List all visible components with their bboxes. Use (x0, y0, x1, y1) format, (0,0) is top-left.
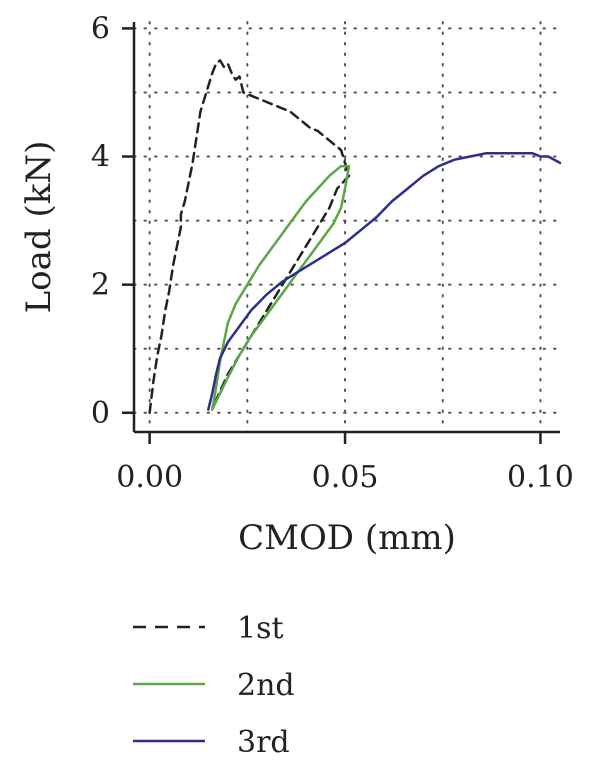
series-line-3rd (207, 152, 562, 411)
x-tick-label: 0.00 (116, 460, 183, 495)
y-tick-label: 6 (91, 11, 110, 46)
ticks: 0 2 4 6 0.00 0.05 0.10 (91, 11, 574, 495)
grid (133, 21, 561, 433)
y-tick-label: 2 (91, 268, 110, 303)
series-line-2nd (210, 164, 351, 411)
series-line-1st (148, 59, 351, 415)
y-tick-label: 0 (91, 396, 110, 431)
y-tick-label: 4 (91, 140, 110, 175)
series-lines (148, 59, 562, 415)
x-tick-label: 0.10 (507, 460, 574, 495)
legend-label-2nd: 2nd (237, 668, 295, 703)
legend-label-3rd: 3rd (237, 725, 290, 760)
legend: 1st 2nd 3rd (133, 611, 295, 760)
y-axis-title: Load (kN) (19, 141, 59, 314)
legend-label-1st: 1st (237, 611, 284, 646)
axes (132, 22, 560, 434)
x-tick-label: 0.05 (312, 460, 379, 495)
x-axis-title: CMOD (mm) (238, 518, 456, 558)
